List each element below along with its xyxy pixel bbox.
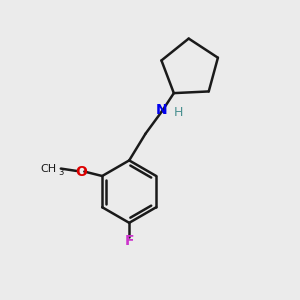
Text: O: O	[75, 164, 87, 178]
Text: F: F	[124, 234, 134, 248]
Text: H: H	[173, 106, 183, 119]
Text: CH: CH	[41, 164, 57, 174]
Text: 3: 3	[58, 168, 64, 177]
Text: N: N	[156, 103, 168, 117]
